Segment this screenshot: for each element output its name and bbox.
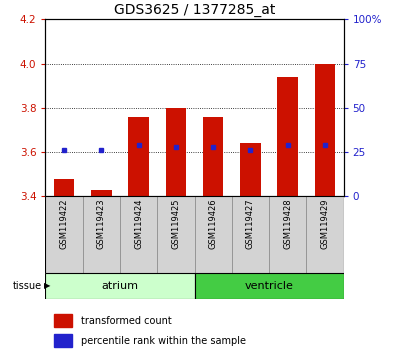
Bar xyxy=(55,314,72,327)
Text: GSM119422: GSM119422 xyxy=(60,199,69,249)
Bar xyxy=(277,77,298,196)
Bar xyxy=(45,196,83,273)
Text: GSM119424: GSM119424 xyxy=(134,199,143,249)
Bar xyxy=(307,196,344,273)
Bar xyxy=(45,273,194,299)
Bar xyxy=(269,196,307,273)
Text: GSM119427: GSM119427 xyxy=(246,199,255,249)
Text: percentile rank within the sample: percentile rank within the sample xyxy=(81,336,246,346)
Bar xyxy=(54,179,74,196)
Bar xyxy=(194,196,232,273)
Text: GSM119425: GSM119425 xyxy=(171,199,181,249)
Text: GSM119423: GSM119423 xyxy=(97,199,106,249)
Bar xyxy=(232,196,269,273)
Bar xyxy=(315,64,335,196)
Text: tissue: tissue xyxy=(12,281,41,291)
Title: GDS3625 / 1377285_at: GDS3625 / 1377285_at xyxy=(114,3,275,17)
Bar xyxy=(91,190,112,196)
Text: ▶: ▶ xyxy=(44,281,51,290)
Text: GSM119428: GSM119428 xyxy=(283,199,292,249)
Bar xyxy=(203,117,224,196)
Bar xyxy=(194,273,344,299)
Bar xyxy=(83,196,120,273)
Bar xyxy=(240,143,261,196)
Bar xyxy=(55,334,72,347)
Bar xyxy=(120,196,157,273)
Bar xyxy=(128,117,149,196)
Text: ventricle: ventricle xyxy=(245,281,293,291)
Bar xyxy=(157,196,194,273)
Text: GSM119429: GSM119429 xyxy=(320,199,329,249)
Bar xyxy=(166,108,186,196)
Text: transformed count: transformed count xyxy=(81,316,172,326)
Text: GSM119426: GSM119426 xyxy=(209,199,218,249)
Text: atrium: atrium xyxy=(102,281,139,291)
